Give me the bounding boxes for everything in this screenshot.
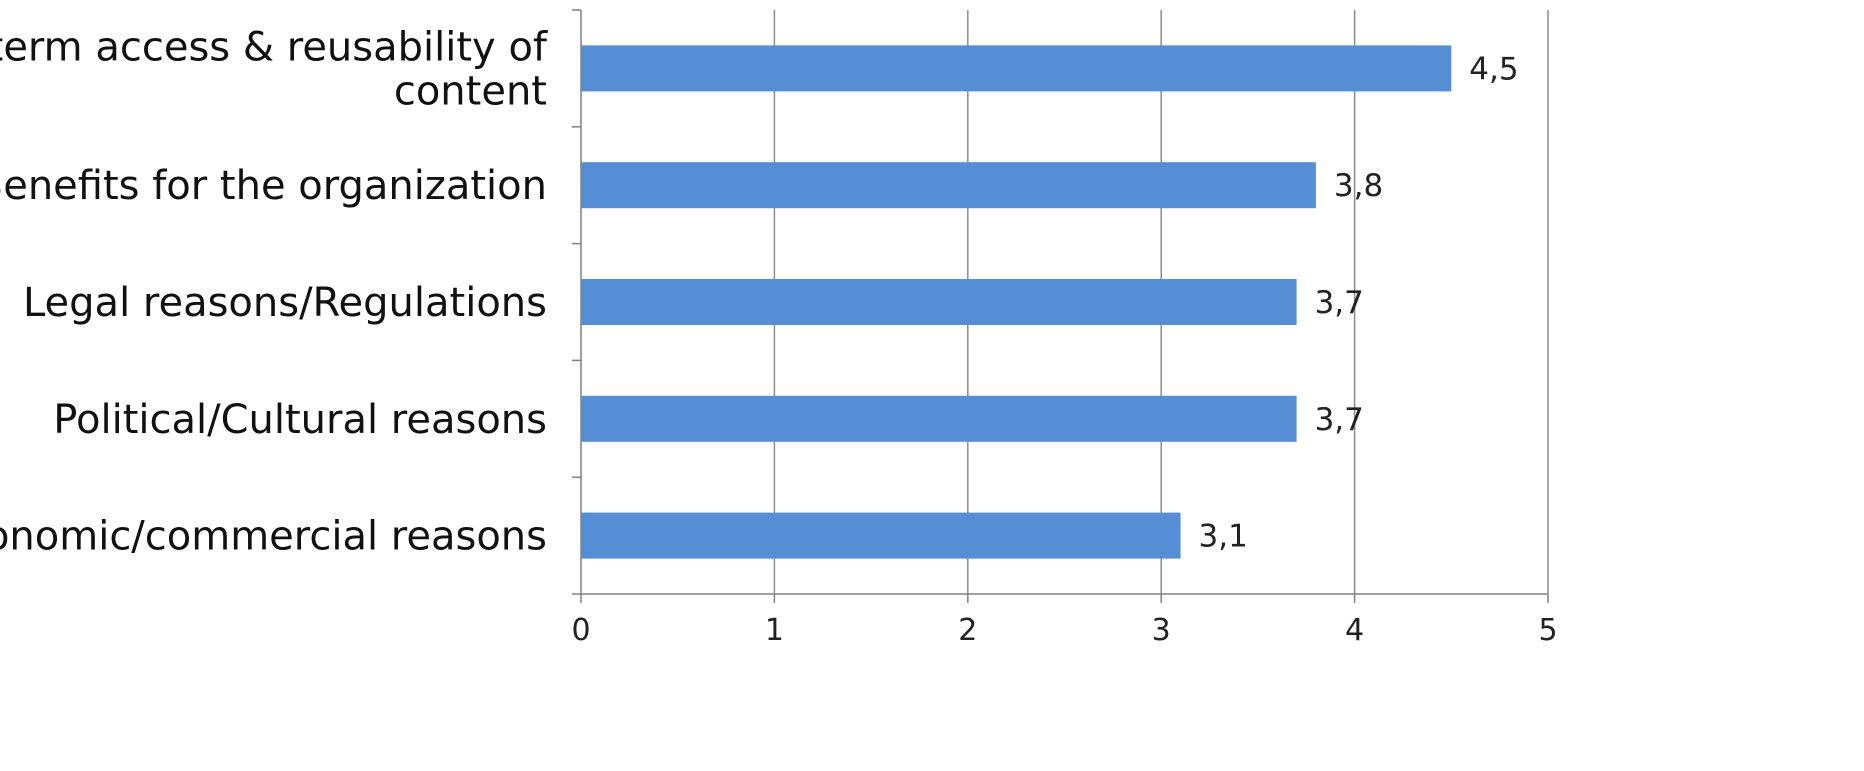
x-tick-label: 4 — [1345, 613, 1364, 648]
data-label: 3,8 — [1334, 168, 1383, 204]
category-label-line: Legal reasons/Regulations — [23, 280, 547, 326]
bar — [581, 45, 1452, 92]
category-label: Benefits for the organization — [0, 163, 547, 209]
data-label: 4,5 — [1469, 51, 1518, 87]
category-label-line: Political/Cultural reasons — [53, 397, 547, 443]
category-label-line: Long term access & reusability of — [0, 24, 548, 70]
x-tick-label: 0 — [571, 613, 590, 648]
x-tick-label: 2 — [958, 613, 977, 648]
x-tick-label: 5 — [1538, 613, 1557, 648]
bar — [581, 162, 1316, 209]
x-tick-label: 1 — [765, 613, 784, 648]
category-label: Political/Cultural reasons — [53, 397, 547, 443]
data-label: 3,7 — [1315, 402, 1364, 438]
category-label: Economic/commercial reasons — [0, 514, 547, 560]
bar — [581, 395, 1297, 442]
x-tick-label: 3 — [1152, 613, 1171, 648]
category-label: Legal reasons/Regulations — [23, 280, 547, 326]
category-label-line: Economic/commercial reasons — [0, 514, 547, 560]
bar — [581, 279, 1297, 325]
category-label-line: content — [394, 68, 547, 114]
data-label: 3,7 — [1315, 285, 1364, 321]
bar — [581, 512, 1181, 559]
category-label-line: Benefits for the organization — [0, 163, 547, 209]
data-label: 3,1 — [1199, 519, 1248, 555]
